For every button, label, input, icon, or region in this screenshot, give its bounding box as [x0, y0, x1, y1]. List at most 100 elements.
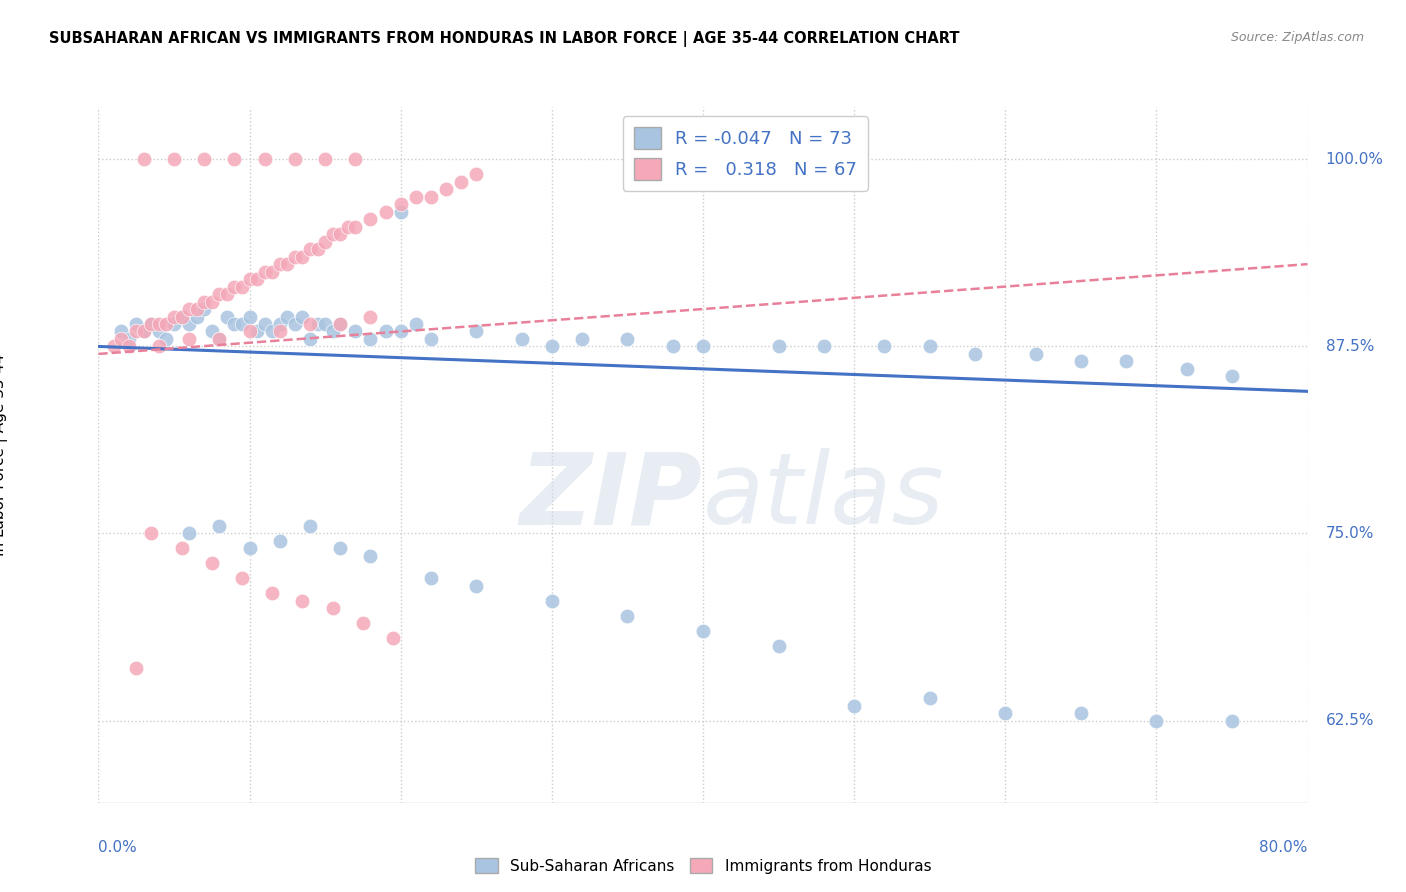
Point: [1144, 714, 1167, 728]
Point: [141, 317, 163, 331]
Point: [965, 347, 987, 361]
Point: [299, 519, 322, 533]
Point: [224, 317, 246, 331]
Point: [155, 332, 177, 346]
Point: [465, 167, 488, 181]
Point: [208, 287, 231, 301]
Point: [163, 317, 186, 331]
Point: [314, 153, 336, 167]
Point: [269, 317, 291, 331]
Point: [253, 153, 276, 167]
Point: [201, 294, 224, 309]
Point: [284, 317, 307, 331]
Point: [571, 332, 593, 346]
Point: [405, 190, 427, 204]
Point: [253, 317, 276, 331]
Point: [231, 317, 253, 331]
Point: [269, 533, 291, 548]
Point: [420, 190, 443, 204]
Point: [465, 325, 488, 339]
Point: [1024, 347, 1046, 361]
Point: [994, 706, 1017, 720]
Point: [291, 310, 314, 324]
Point: [170, 541, 193, 556]
Point: [360, 310, 382, 324]
Point: [170, 310, 193, 324]
Point: [405, 317, 427, 331]
Text: ZIP: ZIP: [520, 448, 703, 545]
Point: [389, 197, 412, 211]
Point: [284, 153, 307, 167]
Text: In Labor Force | Age 35-44: In Labor Force | Age 35-44: [0, 354, 8, 556]
Point: [262, 586, 284, 600]
Point: [132, 153, 155, 167]
Point: [329, 227, 352, 242]
Point: [193, 301, 215, 316]
Point: [179, 332, 201, 346]
Point: [262, 265, 284, 279]
Point: [239, 310, 262, 324]
Point: [540, 594, 562, 608]
Point: [110, 325, 132, 339]
Point: [163, 153, 186, 167]
Point: [918, 691, 941, 706]
Point: [215, 310, 238, 324]
Point: [291, 250, 314, 264]
Text: 0.0%: 0.0%: [98, 840, 138, 855]
Point: [276, 257, 298, 271]
Point: [329, 317, 352, 331]
Point: [224, 153, 246, 167]
Point: [299, 242, 322, 256]
Point: [434, 182, 457, 196]
Point: [125, 325, 148, 339]
Point: [103, 339, 125, 353]
Point: [307, 317, 329, 331]
Point: [692, 624, 714, 638]
Point: [1220, 369, 1243, 384]
Point: [1175, 362, 1198, 376]
Text: Source: ZipAtlas.com: Source: ZipAtlas.com: [1230, 31, 1364, 45]
Text: 75.0%: 75.0%: [1326, 526, 1374, 541]
Point: [314, 235, 336, 249]
Point: [239, 325, 262, 339]
Point: [873, 339, 896, 353]
Text: 100.0%: 100.0%: [1326, 152, 1384, 167]
Point: [246, 325, 269, 339]
Point: [389, 325, 412, 339]
Point: [132, 325, 155, 339]
Point: [844, 698, 866, 713]
Point: [692, 339, 714, 353]
Point: [314, 317, 336, 331]
Point: [450, 175, 472, 189]
Point: [1070, 706, 1092, 720]
Point: [148, 339, 170, 353]
Legend: R = -0.047   N = 73, R =   0.318   N = 67: R = -0.047 N = 73, R = 0.318 N = 67: [623, 116, 868, 191]
Text: SUBSAHARAN AFRICAN VS IMMIGRANTS FROM HONDURAS IN LABOR FORCE | AGE 35-44 CORREL: SUBSAHARAN AFRICAN VS IMMIGRANTS FROM HO…: [49, 31, 960, 47]
Point: [224, 279, 246, 293]
Point: [201, 557, 224, 571]
Point: [329, 317, 352, 331]
Point: [465, 579, 488, 593]
Text: 87.5%: 87.5%: [1326, 339, 1374, 354]
Point: [186, 310, 208, 324]
Point: [193, 294, 215, 309]
Text: 62.5%: 62.5%: [1326, 713, 1374, 728]
Point: [239, 541, 262, 556]
Point: [262, 325, 284, 339]
Point: [208, 332, 231, 346]
Point: [352, 616, 374, 631]
Point: [322, 227, 344, 242]
Point: [179, 526, 201, 541]
Point: [284, 250, 307, 264]
Point: [344, 325, 367, 339]
Point: [360, 332, 382, 346]
Point: [239, 272, 262, 286]
Point: [336, 219, 359, 234]
Point: [420, 332, 443, 346]
Point: [344, 219, 367, 234]
Point: [179, 301, 201, 316]
Point: [360, 549, 382, 563]
Point: [1220, 714, 1243, 728]
Point: [813, 339, 835, 353]
Point: [540, 339, 562, 353]
